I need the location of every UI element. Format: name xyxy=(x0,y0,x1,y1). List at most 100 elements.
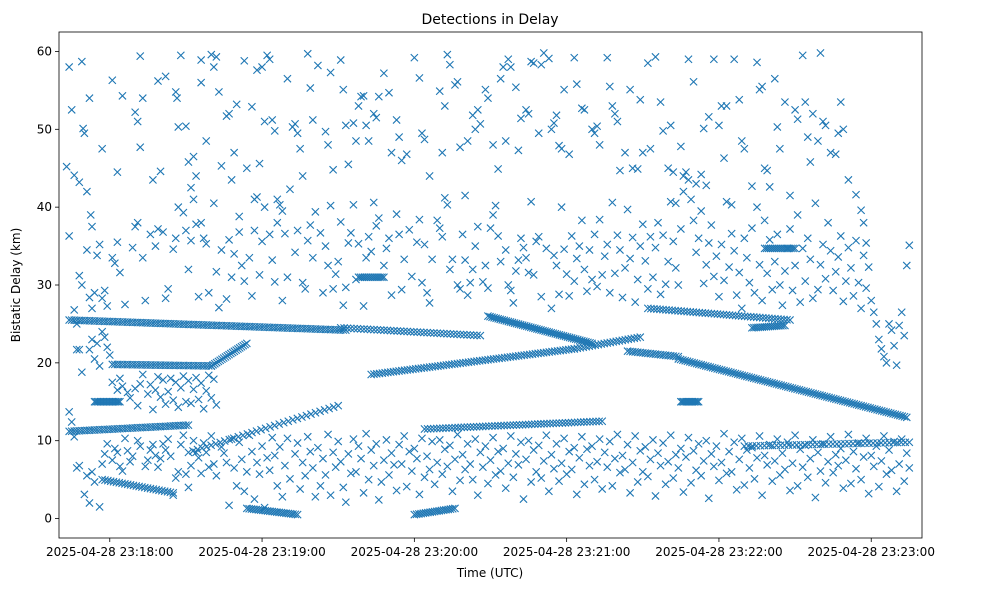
data-point xyxy=(285,474,294,483)
data-point xyxy=(813,136,822,145)
data-point xyxy=(593,282,602,291)
data-point xyxy=(758,491,767,500)
data-point xyxy=(301,471,310,480)
data-point xyxy=(445,60,454,69)
data-point xyxy=(522,105,531,114)
data-point xyxy=(714,476,723,485)
data-point xyxy=(530,420,539,429)
data-point xyxy=(230,249,239,258)
data-point xyxy=(354,101,363,110)
data-point xyxy=(227,273,236,282)
data-point xyxy=(519,495,528,504)
data-point xyxy=(740,144,749,153)
data-point xyxy=(376,273,384,282)
data-point xyxy=(194,395,203,404)
data-point xyxy=(765,235,774,244)
data-point xyxy=(126,457,135,466)
data-point xyxy=(397,285,406,294)
data-point xyxy=(641,442,650,451)
data-point xyxy=(453,330,462,339)
data-point xyxy=(302,411,311,420)
data-point xyxy=(809,389,818,398)
data-point xyxy=(497,421,506,430)
data-point xyxy=(169,245,178,254)
data-point xyxy=(174,122,183,131)
data-point xyxy=(230,463,239,472)
data-point xyxy=(103,439,112,448)
data-point xyxy=(512,421,521,429)
data-point xyxy=(138,370,147,379)
data-point xyxy=(618,293,627,302)
data-point xyxy=(72,345,81,354)
data-point xyxy=(580,480,589,489)
data-point xyxy=(651,52,660,61)
data-point xyxy=(765,440,774,449)
data-point xyxy=(169,488,178,497)
data-point xyxy=(301,284,310,293)
data-point xyxy=(664,457,673,466)
data-point xyxy=(701,361,710,370)
data-point xyxy=(534,441,543,450)
data-point xyxy=(795,385,804,394)
data-point xyxy=(506,63,515,72)
data-point xyxy=(118,467,127,476)
data-point xyxy=(82,471,91,480)
data-point xyxy=(430,480,439,489)
data-point xyxy=(613,117,622,126)
data-point xyxy=(456,330,465,339)
data-point xyxy=(400,432,409,441)
data-point xyxy=(697,207,706,216)
data-point xyxy=(121,300,129,309)
data-point xyxy=(641,256,650,265)
data-point xyxy=(443,50,452,59)
data-point xyxy=(410,53,419,62)
data-point xyxy=(62,162,71,171)
data-point xyxy=(725,447,734,456)
data-point xyxy=(542,244,551,253)
data-point xyxy=(643,59,652,68)
data-point xyxy=(836,444,845,453)
data-point xyxy=(128,452,137,461)
data-point xyxy=(463,136,472,145)
data-point xyxy=(798,463,807,472)
data-point xyxy=(537,474,546,483)
data-point xyxy=(763,269,772,278)
data-point xyxy=(859,218,868,227)
data-point xyxy=(504,459,513,468)
data-point xyxy=(694,234,703,243)
data-point xyxy=(834,395,843,404)
data-point xyxy=(369,109,378,118)
data-point xyxy=(869,462,878,471)
data-point xyxy=(275,442,284,451)
data-point xyxy=(95,502,104,511)
data-point xyxy=(367,446,376,455)
data-point xyxy=(466,423,475,431)
data-point xyxy=(509,421,518,430)
data-point xyxy=(280,461,289,470)
data-point xyxy=(788,459,797,468)
data-point xyxy=(585,461,594,470)
data-point xyxy=(902,413,911,422)
data-point xyxy=(252,193,261,202)
y-axis-label: Bistatic Delay (km) xyxy=(9,228,23,343)
data-point xyxy=(862,284,871,293)
data-point xyxy=(490,421,499,430)
data-point xyxy=(186,183,195,192)
data-point xyxy=(892,487,901,496)
data-point xyxy=(86,210,95,219)
data-point xyxy=(684,55,693,64)
data-point xyxy=(136,379,145,388)
data-point xyxy=(199,234,208,243)
data-point xyxy=(501,136,510,145)
data-point xyxy=(298,458,307,467)
data-point xyxy=(176,440,185,449)
data-point xyxy=(240,277,249,286)
data-point xyxy=(108,76,117,85)
data-point xyxy=(235,438,244,447)
data-point xyxy=(369,325,378,334)
data-point xyxy=(112,397,121,406)
data-point xyxy=(854,401,863,410)
data-point xyxy=(585,245,594,254)
data-point xyxy=(406,327,415,336)
data-point xyxy=(473,222,482,231)
